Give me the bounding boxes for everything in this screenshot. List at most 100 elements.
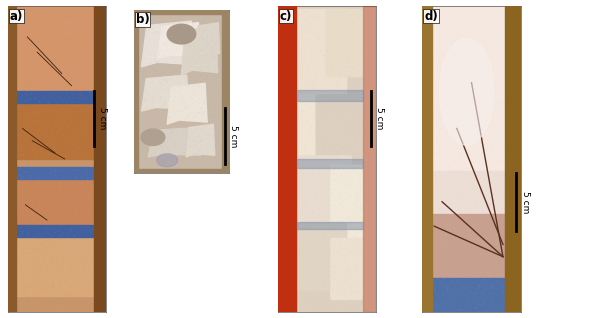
- Point: [72, 218, 82, 223]
- Point: [83, 119, 93, 124]
- Point: [51, 13, 61, 18]
- Point: [159, 79, 169, 84]
- Point: [40, 252, 49, 258]
- Point: [55, 283, 65, 288]
- Point: [337, 211, 347, 217]
- Point: [303, 265, 312, 270]
- Point: [158, 84, 168, 89]
- Point: [353, 237, 363, 242]
- Point: [353, 151, 362, 156]
- Point: [46, 296, 56, 301]
- Point: [450, 105, 459, 110]
- Point: [60, 9, 69, 14]
- Point: [197, 98, 206, 103]
- Point: [20, 196, 30, 201]
- Point: [318, 263, 328, 268]
- Point: [167, 85, 176, 90]
- Point: [296, 75, 305, 80]
- Point: [473, 148, 483, 153]
- Point: [303, 291, 313, 296]
- Point: [348, 244, 358, 249]
- Point: [85, 189, 95, 194]
- Point: [28, 247, 37, 252]
- Point: [309, 49, 318, 54]
- Point: [63, 72, 73, 77]
- Point: [84, 176, 94, 181]
- Point: [306, 84, 315, 89]
- Point: [296, 49, 305, 54]
- Point: [89, 45, 98, 51]
- Point: [171, 100, 181, 106]
- Point: [310, 192, 320, 197]
- Point: [44, 114, 54, 119]
- Point: [26, 195, 36, 200]
- Point: [140, 79, 149, 84]
- Point: [18, 30, 28, 35]
- Point: [329, 270, 339, 275]
- Point: [475, 5, 484, 10]
- Point: [35, 187, 45, 192]
- Point: [471, 229, 481, 234]
- Point: [349, 191, 359, 196]
- Point: [345, 73, 354, 78]
- Point: [179, 58, 189, 63]
- Point: [334, 192, 344, 197]
- Point: [217, 96, 226, 101]
- Point: [337, 228, 346, 233]
- Point: [186, 24, 196, 29]
- Point: [12, 181, 22, 186]
- Point: [24, 18, 33, 23]
- Point: [299, 72, 309, 77]
- Point: [497, 36, 507, 41]
- Point: [296, 115, 306, 120]
- Point: [38, 102, 48, 107]
- Point: [331, 49, 340, 54]
- Point: [43, 48, 52, 53]
- Point: [79, 263, 89, 268]
- Point: [188, 101, 198, 106]
- Point: [304, 170, 314, 176]
- Point: [351, 114, 361, 119]
- Point: [203, 64, 213, 69]
- Point: [76, 51, 85, 56]
- Point: [64, 244, 74, 249]
- Point: [468, 227, 477, 232]
- Point: [136, 102, 145, 107]
- Point: [312, 262, 321, 267]
- Point: [340, 246, 350, 252]
- Point: [185, 24, 195, 29]
- Point: [156, 137, 166, 142]
- Point: [87, 285, 97, 290]
- Point: [83, 178, 92, 183]
- Point: [62, 13, 71, 18]
- Point: [353, 303, 362, 308]
- Point: [39, 302, 49, 307]
- Point: [500, 96, 510, 101]
- Point: [457, 158, 466, 163]
- Point: [320, 51, 330, 56]
- Point: [139, 142, 149, 147]
- Point: [430, 189, 439, 194]
- Point: [334, 166, 343, 171]
- Point: [499, 116, 508, 121]
- Point: [330, 160, 339, 165]
- Point: [449, 168, 458, 173]
- Point: [182, 21, 192, 26]
- Point: [336, 278, 346, 283]
- Point: [350, 244, 360, 249]
- Point: [334, 43, 344, 48]
- Point: [434, 254, 444, 259]
- Point: [62, 91, 71, 96]
- Point: [462, 23, 471, 28]
- Point: [309, 109, 318, 114]
- Point: [72, 146, 82, 151]
- Point: [133, 58, 143, 63]
- Point: [493, 103, 502, 108]
- Point: [170, 79, 180, 84]
- Point: [54, 163, 64, 169]
- Point: [321, 194, 330, 199]
- Point: [295, 195, 304, 200]
- Point: [62, 116, 72, 121]
- Point: [156, 80, 165, 86]
- Point: [488, 150, 498, 155]
